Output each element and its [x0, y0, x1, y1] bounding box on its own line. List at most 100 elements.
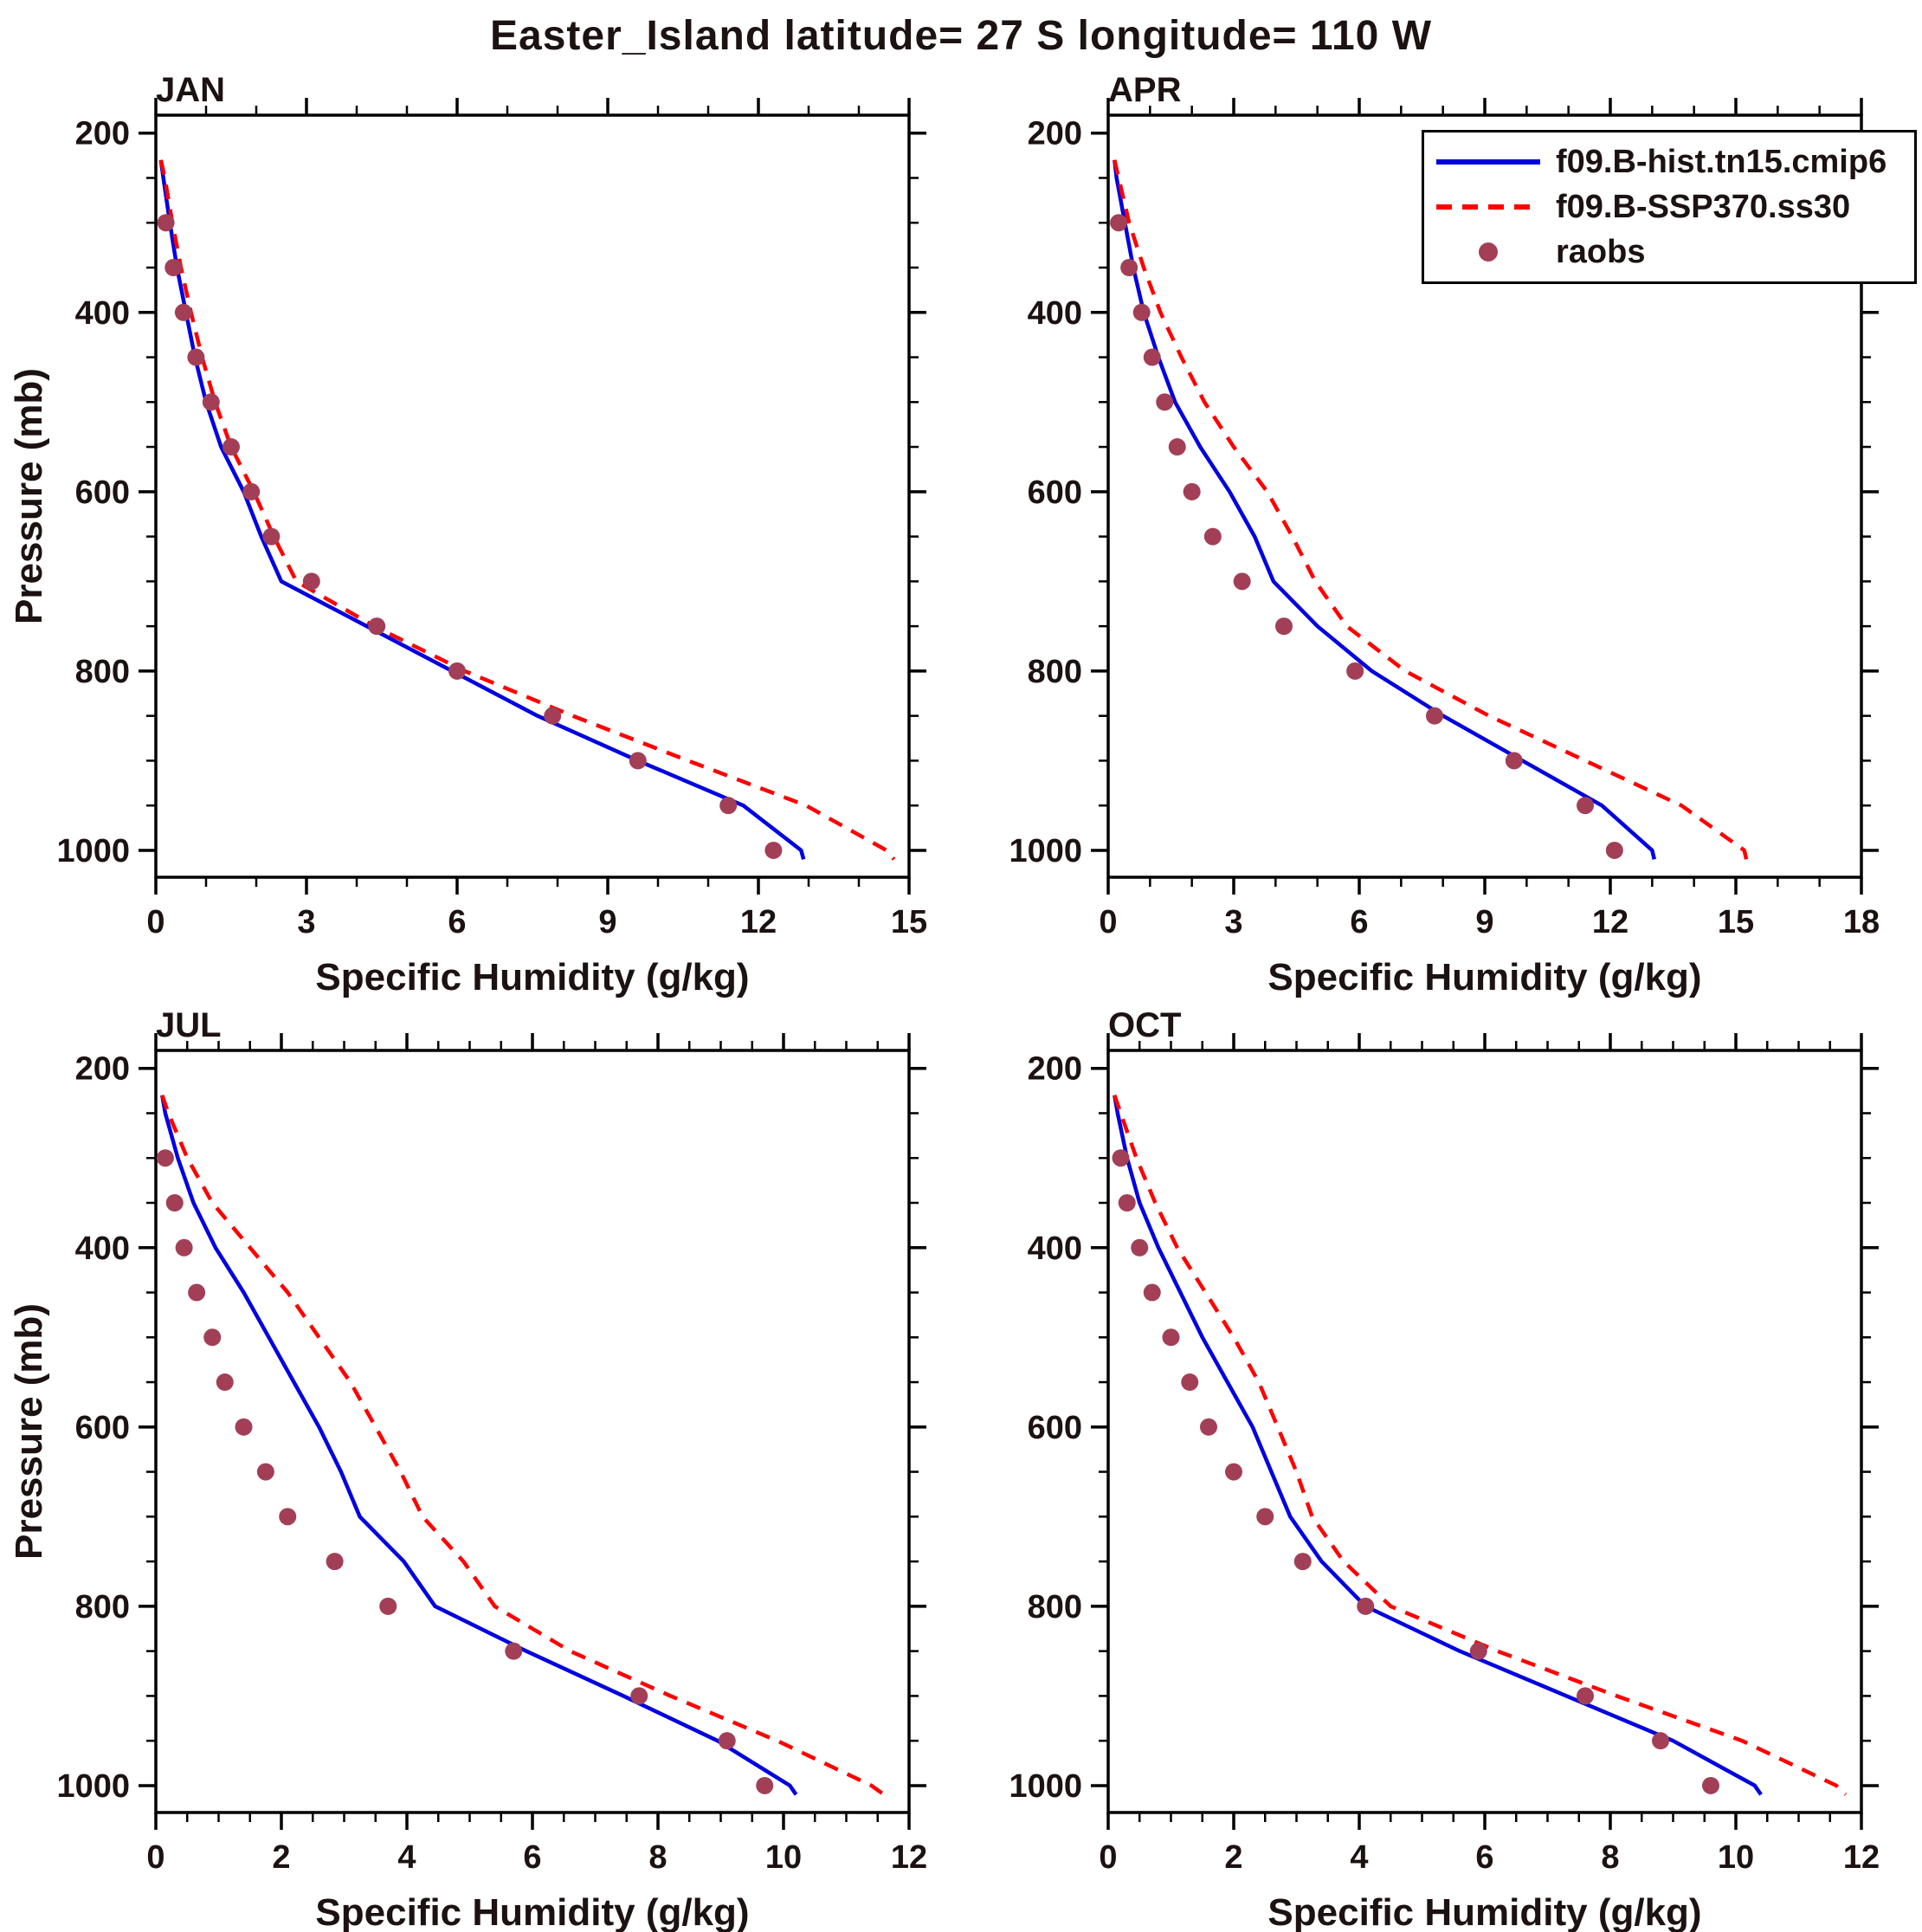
svg-text:800: 800: [75, 1589, 130, 1625]
raobs-dot: [1505, 752, 1523, 770]
raobs-dot: [262, 527, 281, 546]
raobs-dot: [544, 707, 562, 725]
svg-text:4: 4: [397, 1839, 416, 1876]
svg-text:200: 200: [1028, 116, 1082, 152]
svg-text:8: 8: [1601, 1839, 1619, 1876]
svg-text:600: 600: [1028, 475, 1082, 511]
legend: f09.B-hist.tn15.cmip6 f09.B-SSP370.ss30 …: [1422, 130, 1917, 284]
svg-text:0: 0: [1099, 1839, 1117, 1876]
legend-item-ssp: f09.B-SSP370.ss30: [1436, 184, 1902, 229]
raobs-dot: [1110, 214, 1128, 232]
dashed-line-swatch: [1436, 204, 1540, 210]
svg-text:800: 800: [1028, 654, 1082, 690]
raobs-dot: [719, 797, 738, 815]
raobs-dot: [1426, 707, 1443, 725]
raobs-dot: [368, 617, 386, 636]
figure-title: Easter_Island latitude= 27 S longitude= …: [489, 13, 1432, 59]
raobs-dot: [165, 1194, 184, 1212]
ssp-line: [158, 159, 896, 861]
hist-line-sample-icon: [1436, 152, 1540, 172]
raobs-dot: [1233, 572, 1251, 591]
panel-jan: 0 3 6 9 12 15 200 400 600 800 1000 JAN Specific Humi…: [9, 63, 961, 998]
x-axis-title: Specific Humidity (g/kg): [315, 956, 749, 998]
raobs-dot: [1275, 617, 1293, 636]
svg-text:9: 9: [598, 904, 616, 940]
raobs-dot: [1256, 1508, 1274, 1526]
svg-text:10: 10: [765, 1839, 802, 1876]
raobs-dot: [1652, 1732, 1669, 1750]
hist-line: [1113, 1095, 1763, 1796]
y-axis-title: Pressure (mb): [9, 1303, 50, 1560]
solid-line-swatch: [1436, 159, 1540, 165]
svg-text:800: 800: [75, 654, 130, 690]
legend-item-hist: f09.B-hist.tn15.cmip6: [1436, 139, 1902, 184]
raobs-dot: [1131, 1238, 1149, 1257]
svg-text:2: 2: [1224, 1839, 1242, 1876]
svg-text:2: 2: [272, 1839, 290, 1876]
raobs-dot-sample-icon: [1436, 242, 1540, 262]
svg-text:1000: 1000: [56, 1768, 130, 1805]
svg-text:12: 12: [1592, 904, 1629, 940]
svg-text:4: 4: [1350, 1839, 1368, 1876]
chart-oct: 0 2 4 6 8 10 12 200 400 600 800 1000 OCT Specific Hum…: [961, 998, 1913, 1932]
raobs-dot: [1605, 841, 1623, 859]
legend-label-raobs: raobs: [1556, 233, 1646, 270]
raobs-dot: [1143, 1283, 1161, 1302]
chart-jan: 0 3 6 9 12 15 200 400 600 800 1000 JAN Specific Humi…: [9, 63, 961, 998]
panel-month-label: JAN: [156, 71, 225, 109]
svg-text:15: 15: [1718, 904, 1754, 940]
legend-label-hist: f09.B-hist.tn15.cmip6: [1556, 143, 1887, 180]
svg-text:600: 600: [75, 1410, 130, 1446]
raobs-dot: [379, 1597, 397, 1615]
x-axis-title: Specific Humidity (g/kg): [1267, 1891, 1701, 1932]
x-axis-title: Specific Humidity (g/kg): [1267, 956, 1701, 998]
raobs-dot: [1357, 1597, 1375, 1615]
svg-text:12: 12: [740, 904, 777, 940]
svg-text:200: 200: [75, 116, 130, 152]
raobs-dot: [1162, 1328, 1180, 1347]
svg-text:10: 10: [1718, 1839, 1754, 1876]
ssp-line: [1113, 159, 1749, 860]
svg-text:200: 200: [75, 1051, 130, 1088]
svg-text:12: 12: [1843, 1839, 1880, 1876]
raobs-dot: [164, 259, 183, 276]
legend-item-raobs: raobs: [1436, 229, 1902, 275]
raobs-dot: [718, 1732, 736, 1750]
raobs-dot: [216, 1373, 234, 1392]
raobs-dot: [326, 1553, 344, 1571]
raobs-dot: [1183, 482, 1201, 501]
panel-oct: 0 2 4 6 8 10 12 200 400 600 800 1000 OCT Specific Hum…: [961, 998, 1913, 1932]
svg-text:0: 0: [1099, 904, 1117, 940]
svg-text:800: 800: [1028, 1589, 1082, 1625]
raobs-dot: [764, 841, 783, 859]
raobs-dot: [630, 1687, 648, 1705]
svg-text:8: 8: [648, 1839, 667, 1876]
raobs-dot: [1156, 393, 1174, 411]
raobs-dot: [187, 348, 205, 366]
ssp-line: [1113, 1095, 1848, 1796]
hist-line: [158, 159, 806, 860]
svg-text:600: 600: [75, 475, 130, 511]
y-axis-title: Pressure (mb): [9, 368, 50, 624]
raobs-dot: [1577, 797, 1594, 815]
raobs-dot: [1346, 662, 1364, 680]
hist-line: [160, 1095, 798, 1796]
raobs-dot: [1118, 1194, 1136, 1212]
svg-text:600: 600: [1028, 1410, 1082, 1446]
svg-text:400: 400: [75, 295, 130, 332]
raobs-dot: [156, 1149, 174, 1167]
svg-text:1000: 1000: [56, 833, 130, 869]
raobs-dot: [1112, 1149, 1130, 1167]
x-axis-title: Specific Humidity (g/kg): [315, 1891, 749, 1932]
raobs-dot: [629, 752, 647, 770]
panel-month-label: APR: [1108, 71, 1182, 109]
raobs-dot: [256, 1463, 274, 1481]
svg-text:0: 0: [146, 904, 164, 940]
raobs-dot: [1168, 438, 1186, 456]
svg-text:15: 15: [891, 904, 927, 940]
raobs-dot: [1200, 1418, 1217, 1436]
raobs-dot: [202, 393, 220, 411]
raobs-dot: [157, 214, 175, 232]
raobs-dot: [1702, 1776, 1719, 1794]
